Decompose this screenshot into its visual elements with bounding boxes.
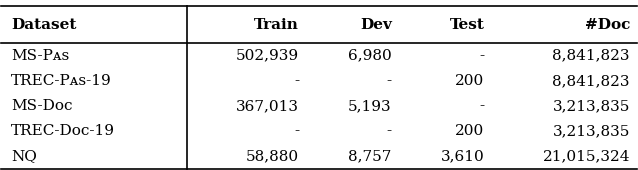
Text: -: - xyxy=(387,74,392,88)
Text: TREC-Pᴀs-19: TREC-Pᴀs-19 xyxy=(11,74,112,88)
Text: 200: 200 xyxy=(455,124,484,138)
Text: Train: Train xyxy=(255,18,299,32)
Text: 8,841,823: 8,841,823 xyxy=(553,49,630,63)
Text: TREC-Dᴏc-19: TREC-Dᴏc-19 xyxy=(11,124,115,138)
Text: 6,980: 6,980 xyxy=(348,49,392,63)
Text: 8,841,823: 8,841,823 xyxy=(553,74,630,88)
Text: 502,939: 502,939 xyxy=(236,49,299,63)
Text: 21,015,324: 21,015,324 xyxy=(542,149,630,163)
Text: Dev: Dev xyxy=(360,18,392,32)
Text: -: - xyxy=(479,49,484,63)
Text: -: - xyxy=(294,124,299,138)
Text: -: - xyxy=(294,74,299,88)
Text: -: - xyxy=(479,99,484,113)
Text: 58,880: 58,880 xyxy=(246,149,299,163)
Text: #Doc: #Doc xyxy=(584,18,630,32)
Text: 8,757: 8,757 xyxy=(348,149,392,163)
Text: -: - xyxy=(387,124,392,138)
Text: 3,213,835: 3,213,835 xyxy=(553,124,630,138)
Text: Dataset: Dataset xyxy=(11,18,77,32)
Text: MS-Dᴏc: MS-Dᴏc xyxy=(11,99,73,113)
Text: 3,213,835: 3,213,835 xyxy=(553,99,630,113)
Text: NQ: NQ xyxy=(11,149,37,163)
Text: Test: Test xyxy=(450,18,484,32)
Text: 367,013: 367,013 xyxy=(236,99,299,113)
Text: 3,610: 3,610 xyxy=(441,149,484,163)
Text: 5,193: 5,193 xyxy=(348,99,392,113)
Text: 200: 200 xyxy=(455,74,484,88)
Text: MS-Pᴀs: MS-Pᴀs xyxy=(11,49,70,63)
